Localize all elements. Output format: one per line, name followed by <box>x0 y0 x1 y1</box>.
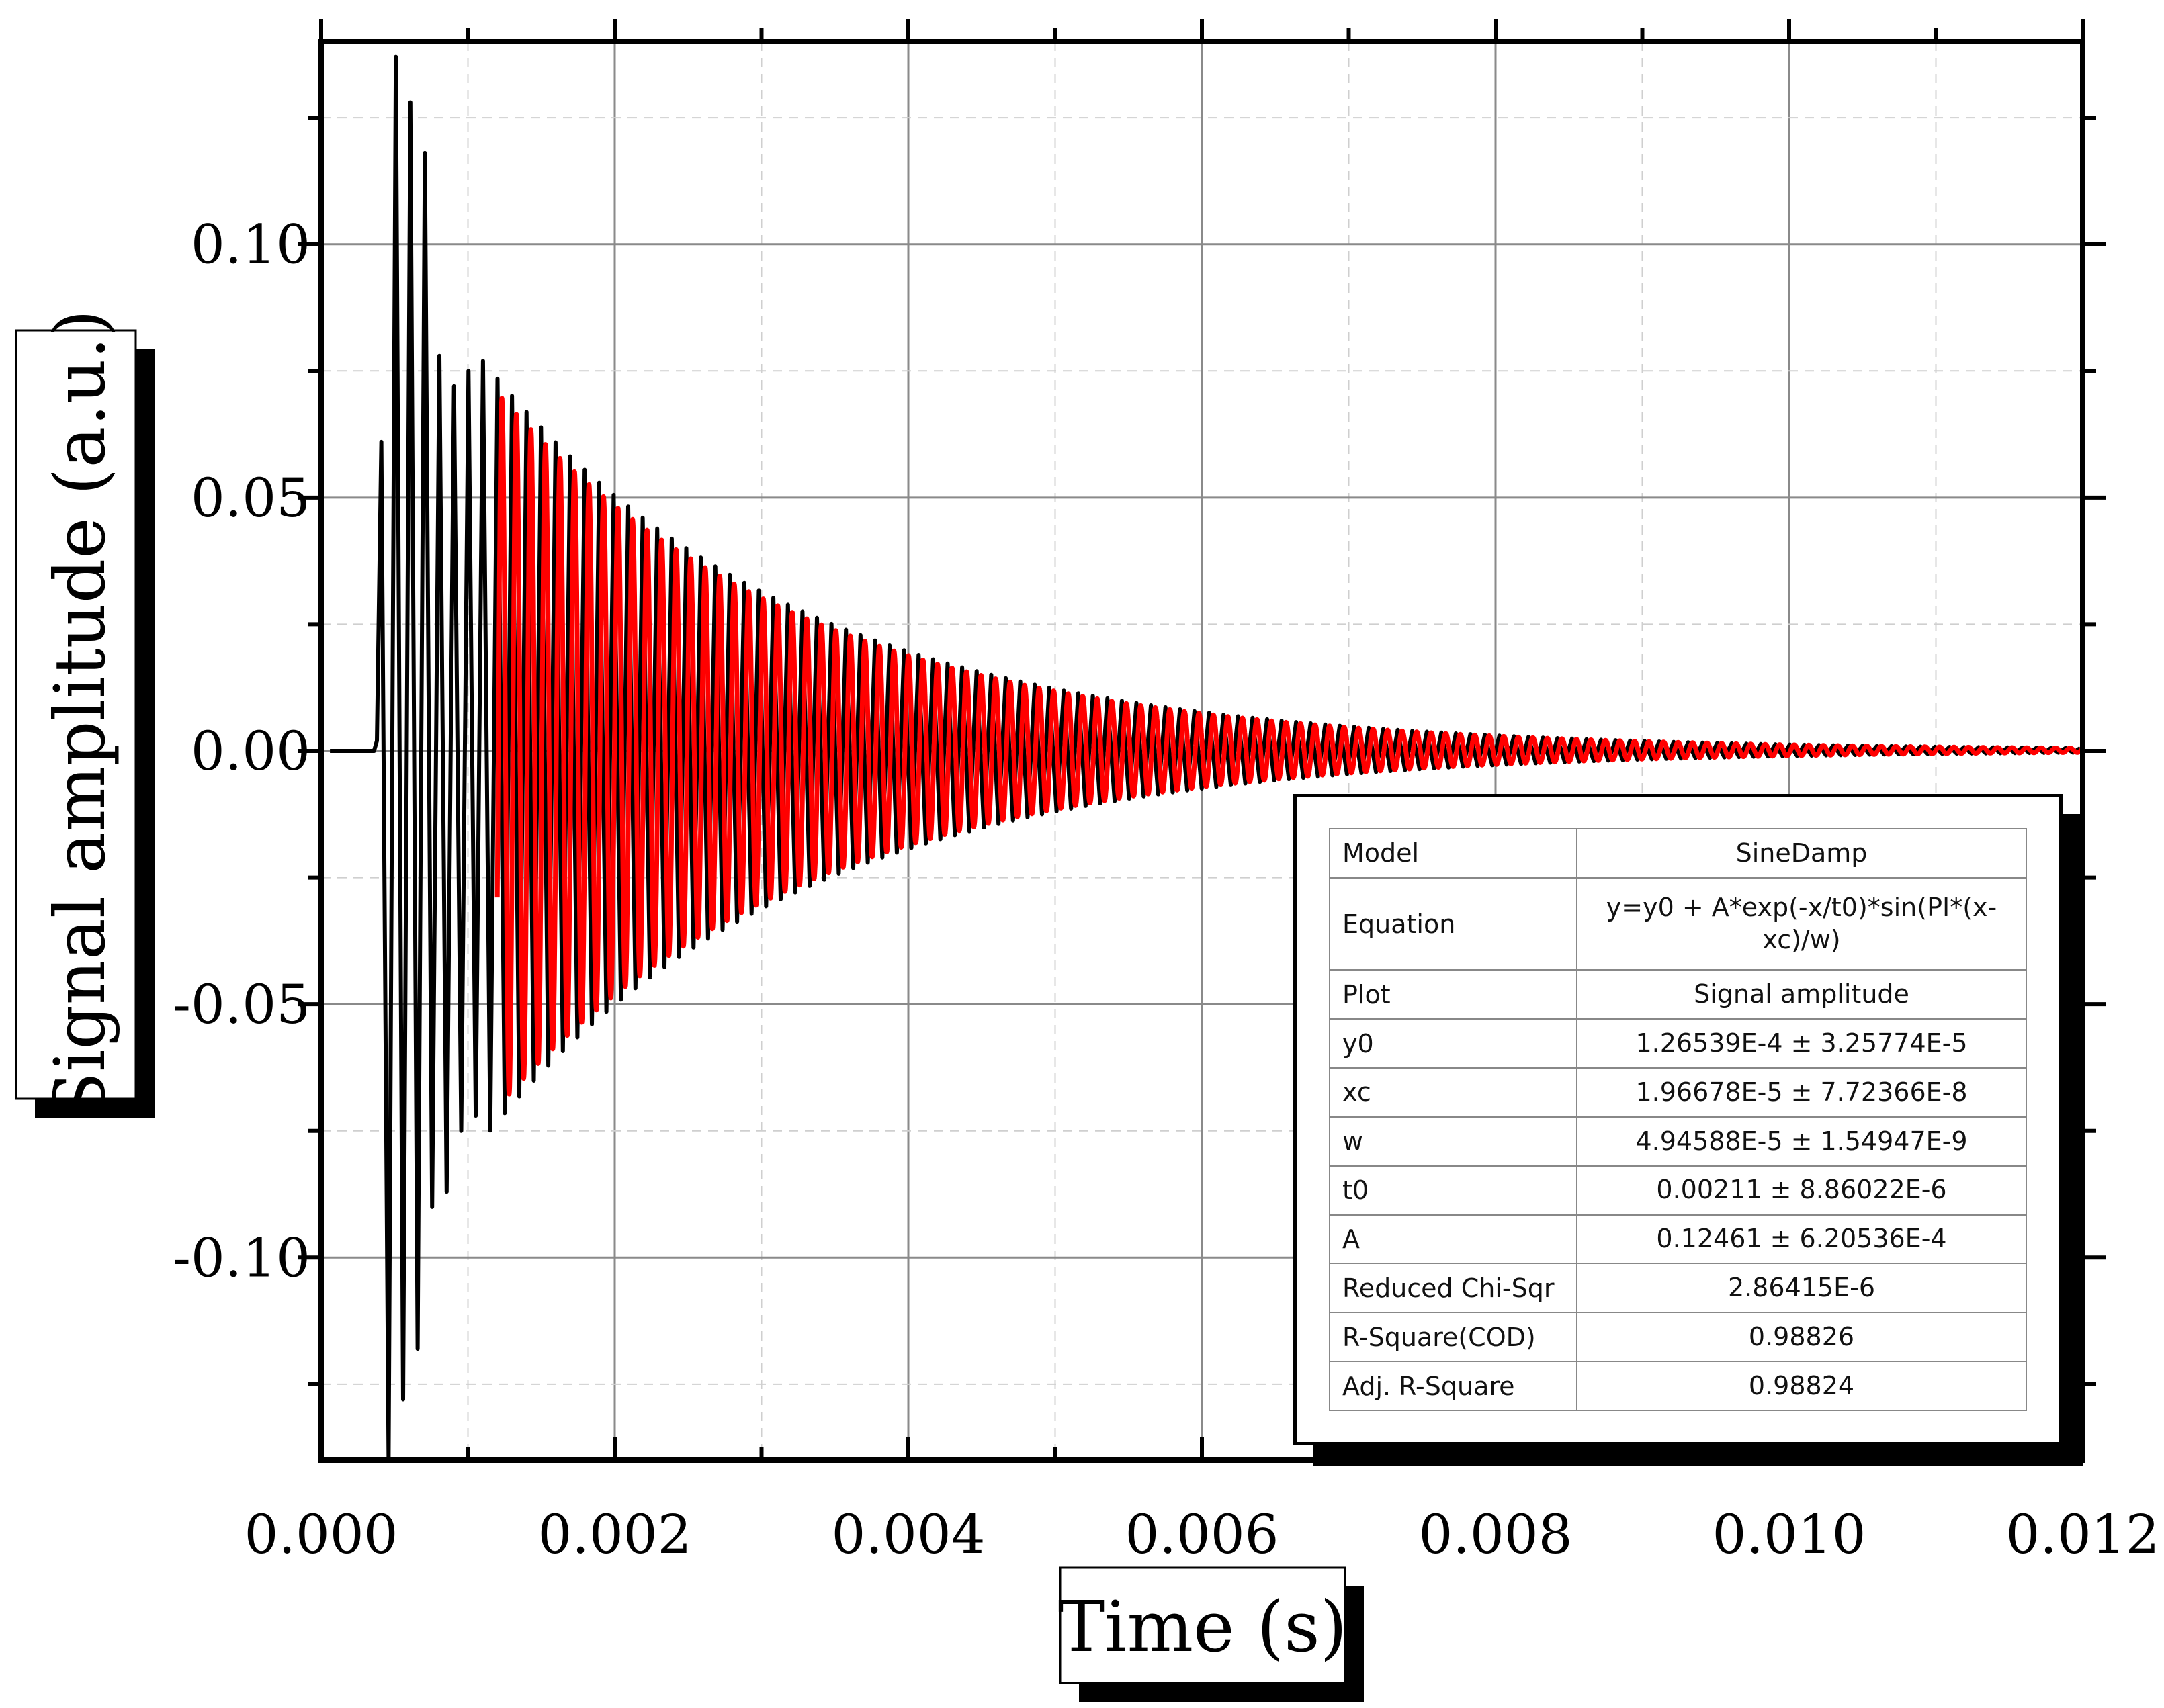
traces <box>330 54 2085 1462</box>
fit-row: y0 1.26539E-4 ± 3.25774E-5 <box>1329 1018 2027 1069</box>
fit-value: SineDamp <box>1576 828 2027 879</box>
fit-results: Model SineDamp Equation y=y0 + A*exp(-x/t0)… <box>1329 828 2027 1411</box>
fit-row: Reduced Chi-Sqr 2.86415E-6 <box>1329 1263 2027 1314</box>
fit-row: R-Square(COD) 0.98826 <box>1329 1312 2027 1363</box>
fit-key: y0 <box>1329 1018 1577 1069</box>
fit-value: 0.98826 <box>1576 1312 2027 1363</box>
x-axis-title: Time (s) <box>1058 1586 1347 1668</box>
x-tick-label: 0.010 <box>1712 1503 1866 1566</box>
y-tick-label: -0.10 <box>173 1226 310 1289</box>
fit-key: A <box>1329 1214 1577 1265</box>
fit-row: Adj. R-Square 0.98824 <box>1329 1361 2027 1411</box>
fit-key: R-Square(COD) <box>1329 1312 1577 1363</box>
fit-value: 0.12461 ± 6.20536E-4 <box>1576 1214 2027 1265</box>
x-tick-label: 0.000 <box>244 1503 398 1566</box>
ticks <box>298 19 2106 1460</box>
fit-value: 4.94588E-5 ± 1.54947E-9 <box>1576 1116 2027 1167</box>
fit-row: A 0.12461 ± 6.20536E-4 <box>1329 1214 2027 1265</box>
fit-value: 0.98824 <box>1576 1361 2027 1411</box>
fit-value: 0.00211 ± 8.86022E-6 <box>1576 1165 2027 1216</box>
x-tick-label: 0.012 <box>2005 1503 2159 1566</box>
fit-key: Plot <box>1329 969 1577 1020</box>
fit-key: Model <box>1329 828 1577 879</box>
fit-value: Signal amplitude <box>1576 969 2027 1020</box>
fit-row: xc 1.96678E-5 ± 7.72366E-8 <box>1329 1067 2027 1118</box>
fit-row: Equation y=y0 + A*exp(-x/t0)*sin(PI*(x-xc… <box>1329 877 2027 971</box>
fit-results-table: Model SineDamp Equation y=y0 + A*exp(-x/t0)… <box>1293 794 2063 1445</box>
y-tick-label: -0.05 <box>173 973 310 1036</box>
fit-key: Adj. R-Square <box>1329 1361 1577 1411</box>
fit-key: w <box>1329 1116 1577 1167</box>
fit-key: xc <box>1329 1067 1577 1118</box>
series-fit <box>494 396 2085 1097</box>
x-tick-label: 0.006 <box>1125 1503 1279 1566</box>
x-axis-title-box: Time (s) <box>1058 1566 1364 1702</box>
fit-value: y=y0 + A*exp(-x/t0)*sin(PI*(x-xc)/w) <box>1576 877 2027 971</box>
tick-labels: 0.000 0.002 0.004 0.006 0.008 0.010 0.012 0.10 0… <box>173 214 2160 1566</box>
y-tick-label: 0.00 <box>191 720 310 782</box>
fit-key: Equation <box>1329 877 1577 971</box>
y-axis-title: Signal amplitude (a.u.) <box>39 310 121 1120</box>
fit-value: 2.86415E-6 <box>1576 1263 2027 1314</box>
fit-value: 1.96678E-5 ± 7.72366E-8 <box>1576 1067 2027 1118</box>
series-measured <box>330 54 2081 1462</box>
fit-key: Reduced Chi-Sqr <box>1329 1263 1577 1314</box>
y-tick-label: 0.10 <box>191 214 310 276</box>
fit-row: t0 0.00211 ± 8.86022E-6 <box>1329 1165 2027 1216</box>
x-tick-label: 0.004 <box>831 1503 985 1566</box>
x-tick-label: 0.008 <box>1418 1503 1572 1566</box>
fit-value: 1.26539E-4 ± 3.25774E-5 <box>1576 1018 2027 1069</box>
fit-row: Plot Signal amplitude <box>1329 969 2027 1020</box>
y-axis-title-box: Signal amplitude (a.u.) <box>15 310 155 1120</box>
fit-row: Model SineDamp <box>1329 828 2027 879</box>
y-tick-label: 0.05 <box>191 467 310 529</box>
fit-row: w 4.94588E-5 ± 1.54947E-9 <box>1329 1116 2027 1167</box>
fit-key: t0 <box>1329 1165 1577 1216</box>
x-tick-label: 0.002 <box>537 1503 691 1566</box>
